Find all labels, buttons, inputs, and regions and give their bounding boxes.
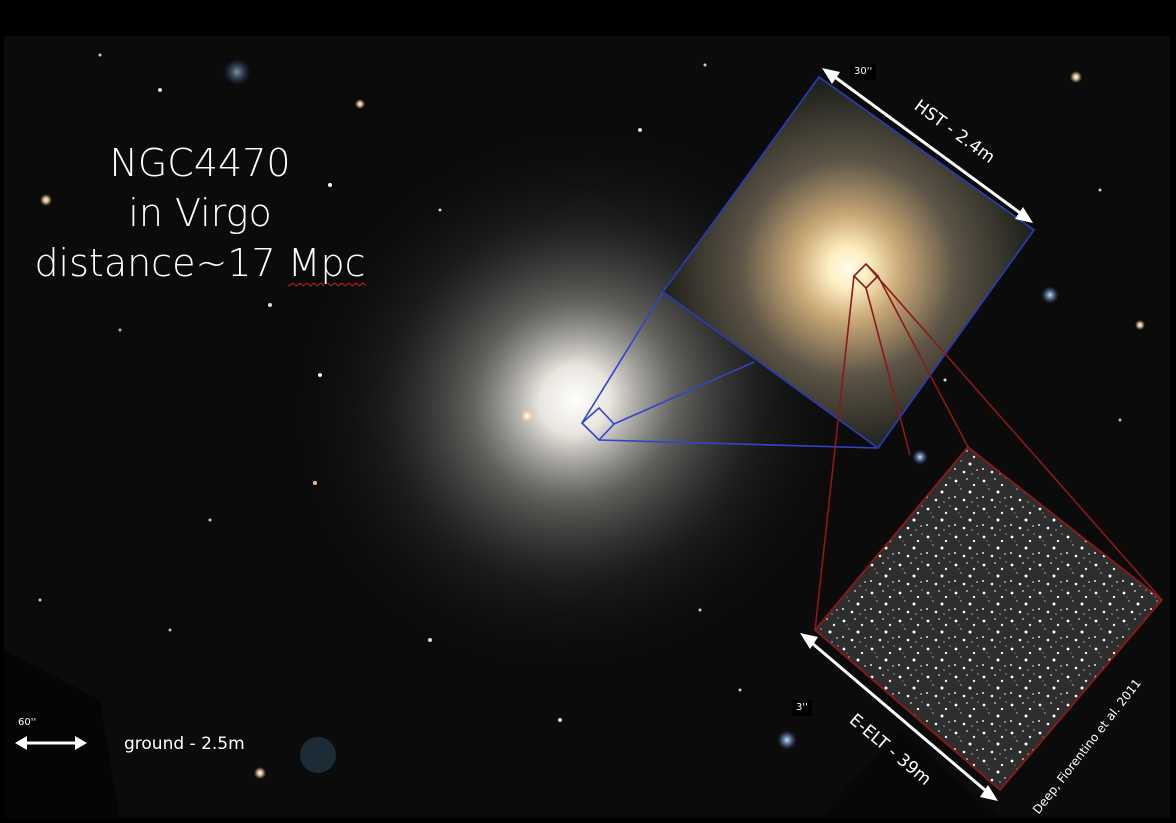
object-location: in Virgo	[128, 191, 272, 235]
elt-scale-label: 3''	[792, 700, 812, 716]
elt-scale-arrow	[800, 633, 998, 801]
ground-label: ground - 2.5m	[124, 734, 245, 754]
distance-prefix: distance~17	[34, 241, 288, 285]
elt-projection-lines	[814, 262, 1163, 631]
ground-scale-arrow	[15, 736, 87, 750]
background-stars	[38, 53, 1145, 779]
hst-projection-lines	[580, 291, 879, 449]
object-distance: distance~17 Mpc	[20, 238, 380, 288]
distance-unit: Mpc	[287, 241, 366, 285]
ground-scale-label: 60''	[18, 717, 37, 728]
hst-scale-arrow	[822, 68, 1033, 223]
title-block: NGC4470 in Virgo distance~17 Mpc	[20, 138, 380, 288]
object-name: NGC4470	[109, 141, 291, 185]
hst-scale-label: 30''	[850, 64, 877, 80]
